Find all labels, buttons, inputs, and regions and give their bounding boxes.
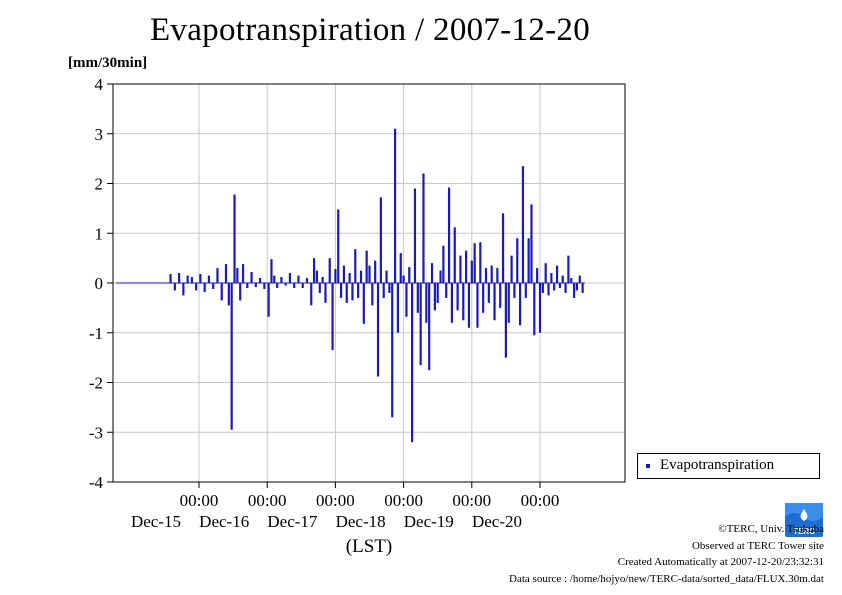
x-axis-label: (LST): [346, 536, 392, 557]
x-tick-day-label: Dec-17: [267, 512, 318, 531]
x-tick-time-label: 00:00: [452, 491, 491, 510]
x-tick-day-label: Dec-19: [404, 512, 454, 531]
y-tick-label: 0: [95, 274, 104, 293]
x-tick-day-label: Dec-16: [199, 512, 249, 531]
y-tick-label: 2: [95, 175, 104, 194]
x-tick-day-label: Dec-15: [131, 512, 181, 531]
credit-source: Data source : /home/hojyo/new/TERC-data/…: [509, 572, 824, 585]
terc-logo-icon: TERC: [785, 503, 823, 537]
y-tick-label: 4: [95, 75, 104, 94]
legend-label: Evapotranspiration: [660, 457, 775, 473]
y-tick-label: -2: [89, 374, 103, 393]
x-tick-day-label: Dec-18: [336, 512, 386, 531]
data-bars: [116, 128, 585, 443]
legend-swatch: [646, 464, 650, 468]
x-tick-time-label: 00:00: [521, 491, 560, 510]
y-tick-label: -3: [89, 423, 103, 442]
y-tick-label: -1: [89, 324, 103, 343]
y-axis-unit-label: [mm/30min]: [68, 55, 148, 71]
y-tick-label: 3: [95, 125, 104, 144]
chart-title: Evapotranspiration / 2007-12-20: [149, 12, 591, 48]
x-tick-time-label: 00:00: [248, 491, 287, 510]
logo-text: TERC: [793, 527, 815, 536]
credit-created: Created Automatically at 2007-12-20/23:3…: [617, 556, 824, 568]
y-tick-label: 1: [95, 224, 104, 243]
x-tick-time-label: 00:00: [384, 491, 423, 510]
x-tick-day-label: Dec-20: [472, 512, 522, 531]
credits: ©TERC, Univ. Tsukuba Observed at TERC To…: [509, 521, 824, 587]
y-axis-ticks: 4 3 2 1 0 -1 -2 -3 -4: [89, 75, 113, 492]
x-tick-time-label: 00:00: [316, 491, 355, 510]
x-axis-ticks: 00:00 Dec-15 00:00 Dec-16 00:00 Dec-17 00:00 De…: [131, 482, 559, 531]
credit-observed: Observed at TERC Tower site: [691, 539, 824, 552]
legend: Evapotranspiration: [637, 453, 820, 479]
y-tick-label: -4: [89, 473, 104, 492]
credit-copyright: ©TERC, Univ. Tsukuba: [718, 523, 824, 535]
x-tick-time-label: 00:00: [180, 491, 219, 510]
